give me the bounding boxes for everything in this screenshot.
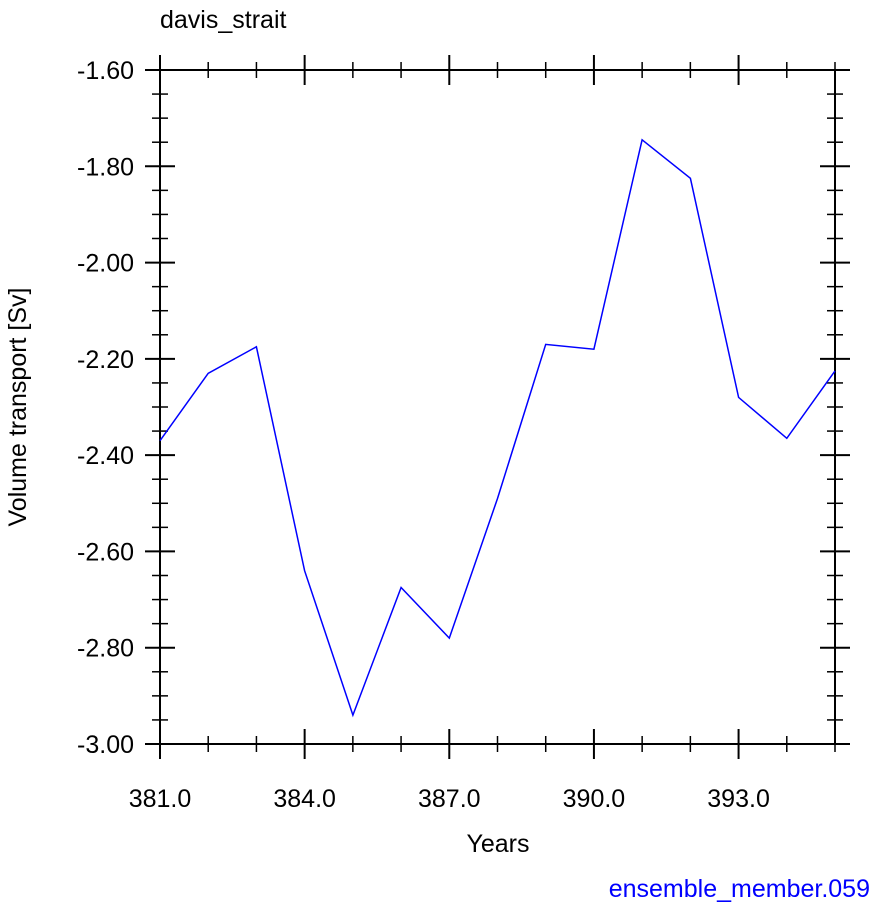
y-tick-label: -3.00 — [77, 731, 134, 759]
x-tick-label: 384.0 — [273, 785, 336, 813]
x-tick-label: 390.0 — [563, 785, 626, 813]
y-tick-label: -2.80 — [77, 635, 134, 663]
y-tick-label: -2.00 — [77, 250, 134, 278]
y-tick-label: -2.40 — [77, 442, 134, 470]
x-tick-label: 387.0 — [418, 785, 481, 813]
x-axis-label: Years — [466, 830, 529, 858]
y-tick-label: -2.20 — [77, 346, 134, 374]
y-tick-label: -2.60 — [77, 538, 134, 566]
plot-frame — [159, 69, 836, 745]
y-axis-label: Volume transport [Sv] — [4, 287, 32, 526]
x-tick-label: 381.0 — [129, 785, 192, 813]
x-tick-label: 393.0 — [707, 785, 770, 813]
series-line — [159, 138, 836, 718]
plot-area: -1.60 -1.80 -2.00 -2.20 -2.40 -2.60 -2.80 -3.00… — [77, 55, 850, 813]
y-tick-label: -1.60 — [77, 57, 134, 85]
ensemble-member-label: ensemble_member.059 — [609, 875, 870, 903]
y-tick-label: -1.80 — [77, 153, 134, 181]
chart-title: davis_strait — [160, 6, 286, 34]
